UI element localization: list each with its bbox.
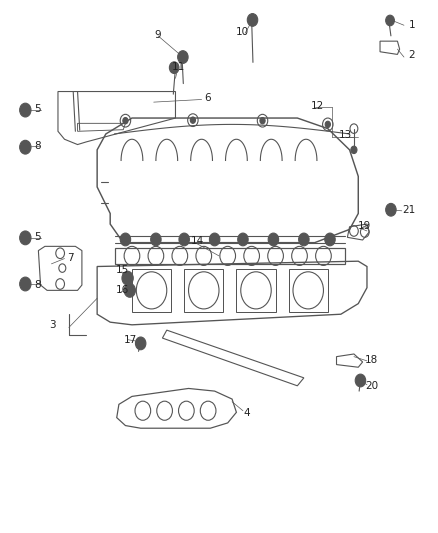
Text: 5: 5 bbox=[34, 104, 41, 114]
Text: 10: 10 bbox=[236, 27, 249, 37]
Circle shape bbox=[135, 337, 146, 350]
Circle shape bbox=[178, 51, 188, 63]
Circle shape bbox=[355, 374, 366, 387]
Text: 4: 4 bbox=[244, 408, 250, 418]
Circle shape bbox=[20, 140, 31, 154]
Circle shape bbox=[238, 233, 248, 246]
Text: 3: 3 bbox=[49, 320, 56, 330]
Circle shape bbox=[299, 233, 309, 246]
Circle shape bbox=[268, 233, 279, 246]
Circle shape bbox=[124, 284, 135, 297]
Circle shape bbox=[122, 271, 133, 285]
Text: 18: 18 bbox=[365, 355, 378, 365]
Circle shape bbox=[151, 233, 161, 246]
Text: 8: 8 bbox=[34, 141, 41, 151]
Circle shape bbox=[325, 233, 335, 246]
Circle shape bbox=[386, 204, 396, 216]
Text: 15: 15 bbox=[116, 265, 129, 275]
Circle shape bbox=[260, 117, 265, 124]
Text: 14: 14 bbox=[191, 236, 204, 246]
Text: 16: 16 bbox=[116, 285, 129, 295]
Text: 19: 19 bbox=[357, 221, 371, 231]
Text: 7: 7 bbox=[67, 253, 73, 263]
Circle shape bbox=[170, 62, 179, 74]
Text: 17: 17 bbox=[124, 335, 138, 345]
Text: 20: 20 bbox=[365, 381, 378, 391]
Text: 21: 21 bbox=[403, 205, 416, 215]
Circle shape bbox=[120, 233, 131, 246]
Text: 2: 2 bbox=[408, 51, 415, 60]
Circle shape bbox=[123, 117, 128, 124]
Text: 11: 11 bbox=[172, 62, 185, 72]
Text: 9: 9 bbox=[155, 30, 161, 40]
Text: 6: 6 bbox=[204, 93, 210, 103]
Circle shape bbox=[386, 15, 394, 26]
Circle shape bbox=[325, 121, 330, 127]
Circle shape bbox=[20, 231, 31, 245]
Text: 5: 5 bbox=[34, 232, 41, 242]
Text: 8: 8 bbox=[34, 279, 41, 289]
Circle shape bbox=[190, 117, 195, 123]
Circle shape bbox=[20, 277, 31, 291]
Circle shape bbox=[351, 146, 357, 154]
Text: 13: 13 bbox=[339, 130, 353, 140]
Circle shape bbox=[247, 13, 258, 26]
Circle shape bbox=[179, 233, 189, 246]
Circle shape bbox=[209, 233, 220, 246]
Text: 12: 12 bbox=[311, 101, 325, 111]
Text: 1: 1 bbox=[408, 20, 415, 30]
Circle shape bbox=[20, 103, 31, 117]
